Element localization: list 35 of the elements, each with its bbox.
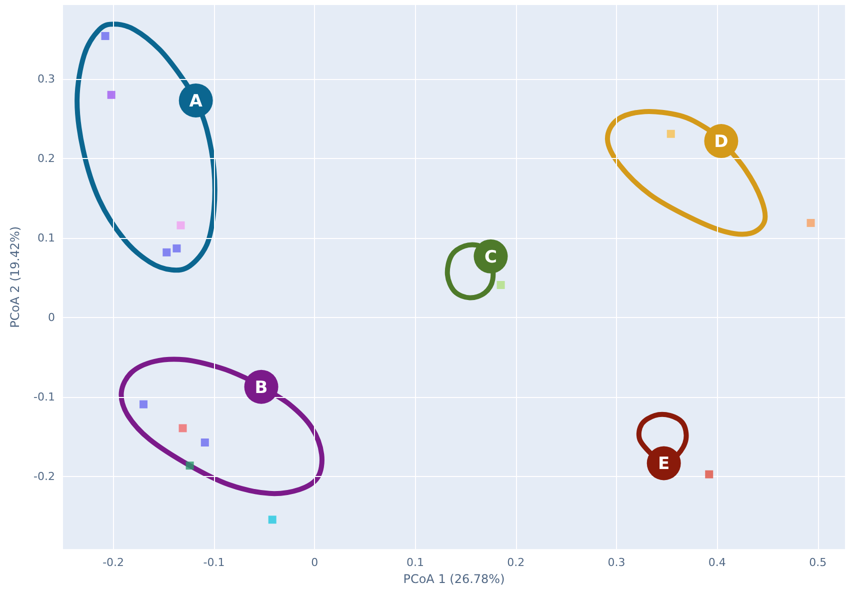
y-tick-label: -0.1 [34,390,55,404]
point [140,400,148,408]
x-tick-label: 0.4 [708,556,726,570]
y-tick-label: -0.2 [34,470,55,484]
x-tick-label: -0.1 [203,556,225,570]
annotation: A [189,91,204,112]
point [101,32,110,40]
annotation: D [714,132,728,152]
x-axis-title: PCoA 1 (26.78%) [403,572,505,586]
y-tick-label: 0.2 [38,152,55,166]
point [268,516,276,524]
point [200,438,209,447]
y-tick-label: 0.1 [38,232,55,245]
y-tick-label: 0 [48,311,55,324]
point [186,462,194,470]
x-tick-label: 0.2 [507,556,525,570]
x-tick-label: -0.2 [102,556,124,570]
annotation: B [254,378,268,398]
point [496,281,505,290]
x-tick-label: 0.5 [809,556,827,570]
x-tick-label: 0 [311,556,318,570]
point [162,248,171,256]
point [705,470,714,478]
y-tick-label: 0.3 [38,72,55,86]
point [172,244,181,252]
point [666,130,675,138]
x-tick-label: 0.1 [406,556,424,570]
x-tick-label: 0.3 [608,556,626,570]
y-axis-title: PCoA 2 (19.42%) [8,226,22,328]
point [107,90,116,99]
annotation: E [658,454,670,474]
annotation: C [484,247,497,268]
point [176,221,185,230]
point [806,218,815,227]
point [178,424,187,432]
